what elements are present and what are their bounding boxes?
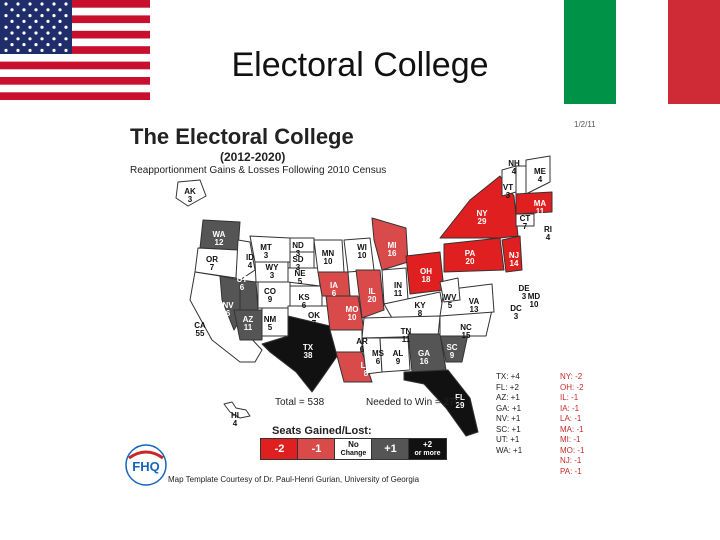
legend-item: No Change (334, 438, 373, 460)
state-me (525, 155, 551, 195)
state-in (381, 267, 409, 305)
map-credit: Map Template Courtesy of Dr. Paul-Henri … (168, 475, 420, 484)
state-wy (254, 261, 289, 283)
state-hi (223, 401, 251, 419)
state-ut (239, 279, 259, 311)
legend-label: -1 (311, 443, 322, 455)
needed-text: Needed to Win = 270 (366, 397, 461, 408)
state-sd (289, 251, 315, 269)
fhq-logo-icon: FHQ (125, 444, 167, 486)
loss-item: MO: -1 (560, 445, 585, 455)
gain-item: SC: +1 (496, 424, 521, 434)
state-mn (313, 239, 345, 273)
legend-sublabel: Change (340, 450, 367, 457)
gain-item: TX: +4 (496, 372, 520, 381)
map-subtitle: Reapportionment Gains & Losses Following… (130, 165, 387, 176)
state-co (257, 281, 291, 309)
legend-title: Seats Gained/Lost: (272, 425, 372, 437)
loss-item: LA: -1 (560, 414, 582, 423)
state-ne (287, 267, 321, 287)
state-al (379, 337, 411, 373)
gain-item: AZ: +1 (496, 393, 520, 402)
state-ga (407, 333, 447, 373)
state-ma (515, 191, 553, 215)
loss-item: MA: -1 (560, 424, 584, 434)
state-oh (405, 251, 445, 295)
italy-flag-icon (564, 0, 720, 104)
legend-label: +1 (384, 443, 397, 455)
loss-item: IL: -1 (560, 393, 579, 402)
losses-list: NY: -2 OH: -2 IL: -1 IA: -1 LA: -1 MA: -1 MI: … (560, 372, 584, 477)
state-wv (439, 277, 461, 303)
state-id (235, 239, 256, 281)
gain-item: UT: +1 (496, 435, 520, 444)
loss-item: OH: -2 (560, 382, 584, 392)
state-ia (317, 271, 351, 297)
state-ny (439, 175, 519, 239)
state-pa (443, 237, 505, 273)
loss-item: PA: -1 (560, 466, 582, 476)
state-nh (515, 165, 527, 195)
legend-item: -1 (297, 438, 336, 460)
legend-label: -2 (274, 443, 285, 455)
state-ct (515, 213, 535, 227)
legend-item: +2 or more (408, 438, 447, 460)
map-date: 1/2/11 (574, 120, 596, 129)
legend-item: -2 (260, 438, 299, 460)
state-ks (289, 285, 323, 307)
state-vt (501, 165, 517, 197)
map-title: The Electoral College (130, 124, 354, 149)
state-nm (261, 307, 289, 337)
gain-item: WA: +1 (496, 445, 523, 455)
loss-item: MI: -1 (560, 435, 581, 444)
state-il (355, 269, 385, 319)
state-mi (371, 217, 409, 271)
state-az (233, 309, 263, 341)
loss-item: NY: -2 (560, 372, 583, 381)
state-ar (329, 329, 363, 353)
state-ms (361, 337, 383, 375)
total-text: Total = 538 (275, 397, 325, 408)
state-wa (199, 219, 241, 251)
state-wi (343, 237, 375, 273)
state-nd (289, 237, 315, 253)
legend-sublabel: or more (414, 450, 441, 457)
legend-item: +1 (371, 438, 410, 460)
slide-title: Electoral College (231, 46, 489, 84)
legend-label: No (348, 440, 359, 449)
gains-list: TX: +4 FL: +2 AZ: +1 GA: +1 NV: +1 SC: +1 UT: … (496, 372, 522, 456)
state-fl (403, 369, 479, 437)
legend-label: +2 (422, 440, 433, 449)
svg-text:FHQ: FHQ (132, 459, 159, 474)
us-flag-icon (0, 0, 150, 100)
gain-item: FL: +2 (496, 382, 519, 392)
loss-item: NJ: -1 (560, 456, 582, 465)
state-mo (325, 295, 365, 331)
gain-item: NV: +1 (496, 414, 521, 423)
loss-item: IA: -1 (560, 403, 580, 413)
gain-item: GA: +1 (496, 403, 522, 413)
state-la (335, 351, 373, 383)
state-nj (501, 235, 523, 273)
map-years: (2012-2020) (220, 150, 286, 164)
state-mt (249, 235, 291, 263)
state-ak (175, 179, 207, 207)
